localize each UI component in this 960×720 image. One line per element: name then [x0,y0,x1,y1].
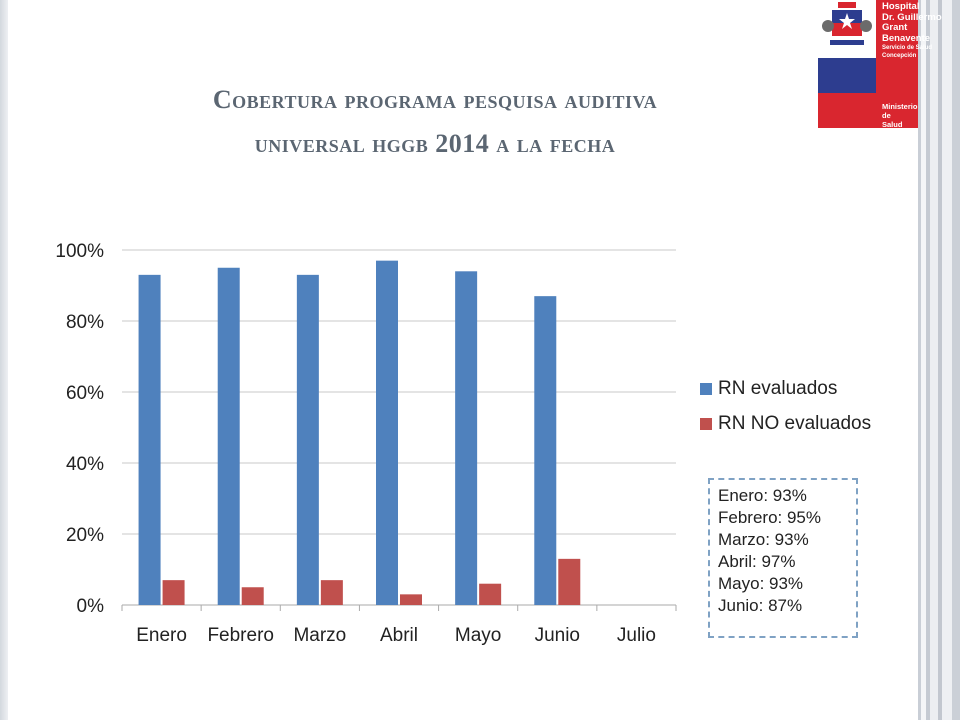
x-tick-label: Marzo [293,625,346,646]
summary-line: Junio: 87% [718,596,803,615]
summary-line: Enero: 93% [718,486,807,505]
bar-rn-no-evaluados [400,594,422,605]
bar-rn-evaluados [455,271,478,605]
bar-rn-no-evaluados [558,558,581,605]
logo-flag-block [818,58,876,128]
legend-label: RN NO evaluados [718,413,872,434]
bar-rn-no-evaluados [162,580,185,605]
bar-chart: 0% 20% 40% 60% 80% 100% Enero Febrero Marzo Abril… [55,241,677,646]
logo-name-line: Hospital [882,1,920,12]
bar-rn-no-evaluados [320,580,343,605]
summary-line: Marzo: 93% [718,530,809,549]
slide-left-border [0,0,8,720]
x-tick-label: Abril [380,625,418,646]
logo-red-block [876,0,918,128]
logo-name-line: Benavente [882,32,931,44]
hospital-logo [818,0,918,128]
logo-text: Hospital Dr. Guillermo Grant Benavente S… [882,1,958,129]
bar-rn-evaluados [376,260,398,605]
logo-service-line: Concepción [882,53,917,59]
y-tick-label: 40% [66,454,104,475]
chart-legend: RN evaluados RN NO evaluados [700,377,871,447]
logo-ministry: Ministerio de Salud [882,102,922,129]
legend-swatch-series-1 [700,383,712,395]
logo-name-line: Dr. Guillermo [882,11,942,23]
bar-rn-evaluados [217,267,240,605]
legend-item-rn-evaluados: RN evaluados [700,377,871,401]
logo-ministry-line: Ministerio de [882,102,918,120]
legend-label: RN evaluados [718,378,838,399]
coverage-summary-box: Enero: 93% Febrero: 95% Marzo: 93% Abril… [708,478,858,638]
x-tick-label: Julio [617,625,656,646]
slide-right-border [918,0,960,720]
bar-rn-evaluados [296,274,319,605]
x-tick-label: Enero [136,625,187,646]
x-tick-label: Febrero [207,625,274,646]
bar-rn-no-evaluados [241,587,264,605]
y-tick-label: 100% [55,241,104,262]
x-tick-label: Junio [535,625,580,646]
logo-name-line: Grant [882,22,908,33]
logo-service-line: Servicio de Salud [882,45,933,51]
slide-title-line-1: Cobertura programa pesquisa auditiva [212,85,658,114]
slide-title: Cobertura programa pesquisa auditiva uni… [40,78,830,166]
bar-rn-evaluados [534,296,557,605]
x-tick-label: Mayo [455,625,501,646]
summary-line: Febrero: 95% [718,508,821,527]
y-tick-label: 60% [66,383,104,404]
summary-line: Abril: 97% [718,552,796,571]
logo-ministry-line: Salud [882,120,903,129]
y-tick-label: 0% [77,596,105,617]
y-tick-label: 80% [66,312,104,333]
slide-title-line-2: universal hggb 2014 a la fecha [254,129,616,158]
y-tick-label: 20% [66,525,104,546]
legend-item-rn-no-evaluados: RN NO evaluados [700,412,871,436]
summary-line: Mayo: 93% [718,574,804,593]
bar-rn-evaluados [138,274,161,605]
bar-rn-no-evaluados [479,583,502,605]
legend-swatch-series-2 [700,418,712,430]
